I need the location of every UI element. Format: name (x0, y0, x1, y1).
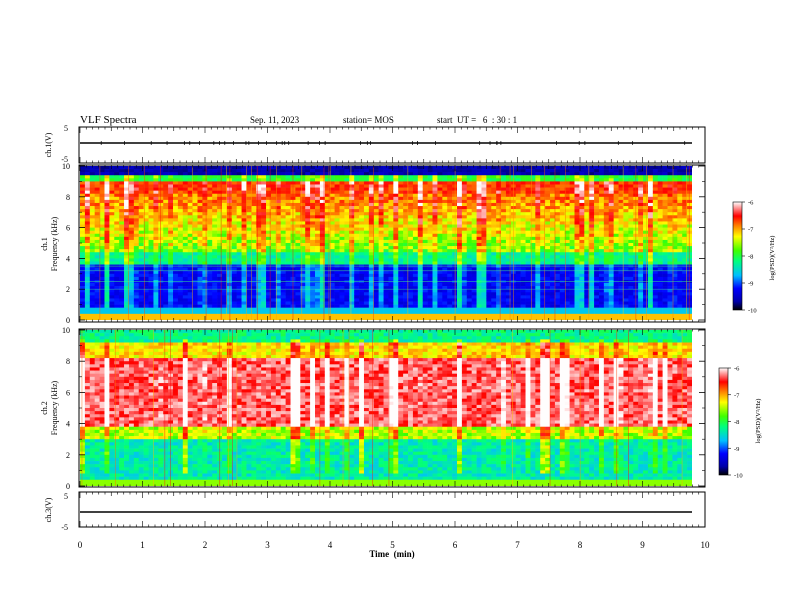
ch1-spec-ytick-label: 8 (66, 193, 70, 202)
ch1-voltage-ytick-bottom: -5 (61, 155, 68, 164)
ch3-voltage-ytick-top: 5 (64, 492, 68, 501)
colorbar-tick-label: -8 (748, 254, 753, 261)
colorbar-tick-label: -10 (734, 473, 743, 480)
ch2-spectrogram-panel: 0 2 4 6 8 10 ch.2 Frequency (kHz) (40, 326, 706, 491)
ch1-colorbar-label: log(PSD)(V²/Hz) (769, 236, 776, 281)
ch2-colorbar: -6 -7 -8 -9 -10 log(PSD)(V²/Hz) (718, 366, 762, 480)
ch2-spec-ylabel-freq: Frequency (kHz) (50, 380, 59, 435)
x-tick-label: 9 (640, 540, 645, 550)
colorbar-tick-label: -10 (748, 308, 757, 315)
ch1-spec-ytick-label: 10 (62, 162, 70, 171)
ch3-voltage-ytick-bottom: -5 (61, 523, 68, 532)
ch1-spec-ytick-label: 6 (66, 224, 70, 233)
ch1-spec-ylabel-freq: Frequency (kHz) (50, 216, 59, 271)
x-tick-label: 8 (578, 540, 583, 550)
colorbar-tick-label: -9 (734, 446, 739, 453)
ch1-voltage-frame (78, 126, 706, 164)
ch1-voltage-ylabel: ch.1(V) (44, 132, 53, 157)
ch1-spectrogram-panel: 0 2 4 6 8 10 ch.1 Frequency (kHz) (40, 162, 706, 325)
x-tick-label: 0 (78, 540, 83, 550)
ch1-colorbar: -6 -7 -8 -9 -10 log(PSD)(V²/Hz) (732, 200, 776, 315)
colorbar-tick-label: -6 (748, 200, 754, 207)
ch3-voltage-frame (78, 491, 706, 528)
x-axis-label: Time (min) (369, 549, 414, 559)
x-tick-label: 2 (203, 540, 208, 550)
x-tick-label: 6 (453, 540, 458, 550)
ch3-voltage-panel: 5 -5 ch.3(V) (44, 491, 706, 532)
colorbar-tick-label: -8 (734, 419, 739, 426)
ch2-colorbar-label: log(PSD)(V²/Hz) (755, 399, 762, 444)
x-tick-label: 10 (701, 540, 711, 550)
colorbar-tick-label: -9 (748, 281, 753, 288)
ch2-spec-ylabel-channel: ch.2 (40, 401, 49, 415)
ch1-spec-ylabel-channel: ch.1 (40, 237, 49, 251)
ch1-spec-ytick-label: 4 (66, 254, 70, 263)
ch2-spec-ytick-label: 0 (66, 482, 70, 491)
colorbar-tick-label: -6 (734, 366, 740, 373)
ch1-voltage-panel: 5 -5 ch.1(V) (44, 124, 706, 164)
x-tick-label: 5 (390, 540, 395, 550)
ch1-voltage-ytick-top: 5 (64, 124, 68, 133)
station-label: station= MOS (343, 115, 394, 125)
x-tick-label: 3 (265, 540, 270, 550)
x-tick-label: 7 (515, 540, 520, 550)
ch3-voltage-ylabel: ch.3(V) (44, 497, 53, 522)
ch1-spec-ytick-label: 0 (66, 316, 70, 325)
figure-title: VLF Spectra (80, 114, 137, 126)
ch1-spec-ytick-label: 2 (66, 285, 70, 294)
x-tick-label: 4 (328, 540, 333, 550)
ch2-spec-ytick-label: 10 (62, 326, 70, 335)
ch2-spec-ytick-label: 4 (66, 420, 70, 429)
ch2-spec-ytick-label: 2 (66, 451, 70, 460)
ch2-spec-ytick-label: 6 (66, 388, 70, 397)
ch2-spec-ytick-label: 8 (66, 357, 70, 366)
colorbar-tick-label: -7 (734, 392, 740, 399)
start-ut-label: start UT = 6 : 30 : 1 (437, 115, 517, 125)
colorbar-tick-label: -7 (748, 227, 754, 234)
date-label: Sep. 11, 2023 (250, 115, 300, 125)
x-tick-label: 1 (140, 540, 145, 550)
